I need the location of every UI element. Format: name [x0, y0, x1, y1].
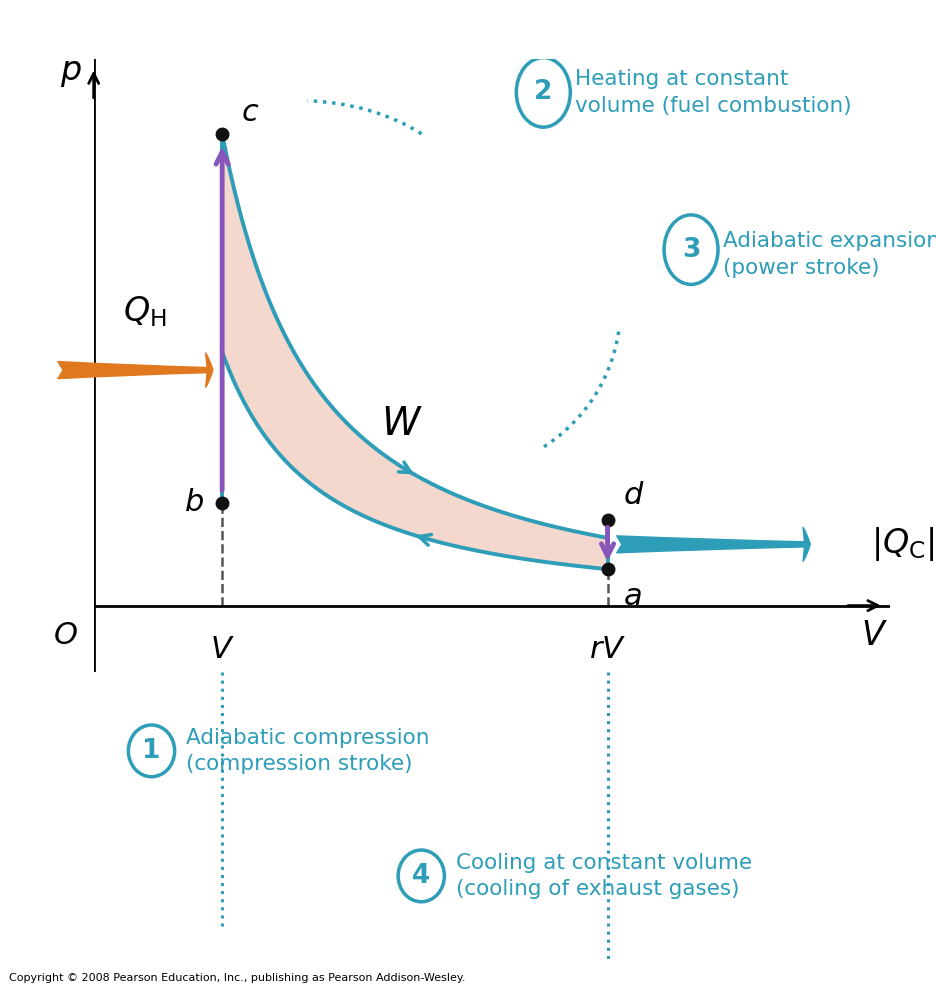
Text: $p$: $p$	[60, 56, 81, 89]
Text: $|Q_\mathrm{C}|$: $|Q_\mathrm{C}|$	[870, 526, 934, 563]
Text: 2: 2	[534, 79, 552, 106]
Text: $O$: $O$	[53, 620, 78, 650]
Text: $a$: $a$	[622, 583, 641, 612]
Text: Adiabatic expansion
(power stroke): Adiabatic expansion (power stroke)	[723, 231, 936, 278]
Text: 4: 4	[412, 863, 430, 889]
Text: $b$: $b$	[184, 488, 204, 518]
Text: $Q_\mathrm{H}$: $Q_\mathrm{H}$	[124, 294, 167, 329]
Text: Cooling at constant volume
(cooling of exhaust gases): Cooling at constant volume (cooling of e…	[456, 853, 752, 899]
Text: Heating at constant
volume (fuel combustion): Heating at constant volume (fuel combust…	[575, 69, 851, 116]
Polygon shape	[222, 133, 607, 569]
Text: $d$: $d$	[622, 480, 644, 510]
Text: Adiabatic compression
(compression stroke): Adiabatic compression (compression strok…	[186, 728, 430, 774]
Text: 1: 1	[142, 738, 161, 764]
Text: 3: 3	[681, 237, 699, 263]
Text: $rV$: $rV$	[589, 635, 625, 664]
Text: $c$: $c$	[241, 98, 259, 127]
Text: $V$: $V$	[210, 635, 234, 664]
Text: $V$: $V$	[860, 618, 887, 652]
Text: Copyright © 2008 Pearson Education, Inc., publishing as Pearson Addison-Wesley.: Copyright © 2008 Pearson Education, Inc.…	[9, 973, 465, 983]
Text: $W$: $W$	[381, 404, 422, 443]
